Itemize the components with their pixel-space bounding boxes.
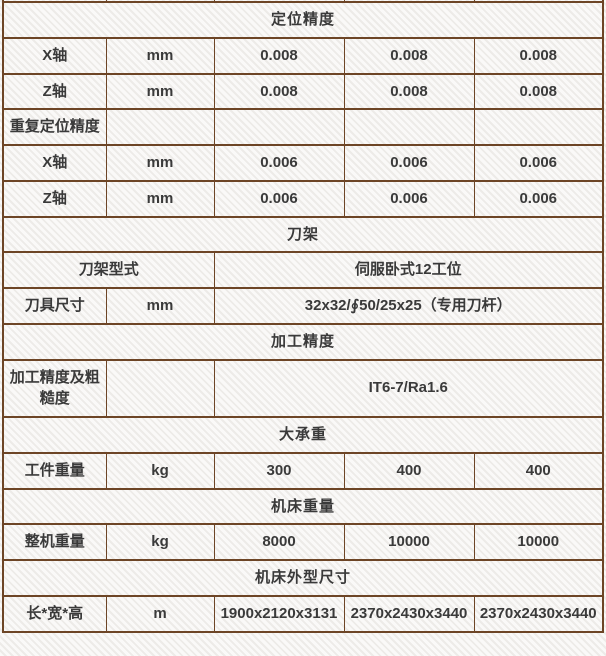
value-cell: 300 <box>213 451 345 490</box>
table-row: 刀架型式 伺服卧式12工位 <box>2 251 604 289</box>
param-cell: 刀具尺寸 <box>2 287 107 325</box>
param-cell: X轴 <box>2 36 107 75</box>
spec-table-body: 定位精度 X轴 mm 0.008 0.008 0.008 Z轴 mm 0.008 0.008 0.0… <box>2 0 604 633</box>
table-row: X轴 mm 0.006 0.006 0.006 <box>2 144 604 182</box>
param-cell: 整机重量 <box>2 523 107 561</box>
param-cell-merged: 刀架型式 <box>2 251 215 289</box>
value-cell: 0.006 <box>343 144 475 182</box>
section-row: 大承重 <box>2 416 604 454</box>
param-cell: Z轴 <box>2 72 107 111</box>
value-cell: 1900x2120x3131 <box>213 594 345 633</box>
section-header-cell: 大承重 <box>2 416 604 454</box>
value-cell-merged: IT6-7/Ra1.6 <box>213 358 604 418</box>
value-cell: 8000 <box>213 523 345 561</box>
value-cell: 2370x2430x3440 <box>343 594 475 633</box>
section-header-cell: 机床重量 <box>2 487 604 526</box>
unit-cell <box>105 358 215 418</box>
empty-cell <box>213 108 345 146</box>
section-header-cell: 刀架 <box>2 215 604 254</box>
section-header-cell: 定位精度 <box>2 1 604 39</box>
param-cell: 加工精度及粗糙度 <box>2 358 107 418</box>
unit-cell: mm <box>105 72 215 111</box>
param-cell: Z轴 <box>2 179 107 218</box>
value-cell: 400 <box>343 451 475 490</box>
value-cell: 0.008 <box>473 36 604 75</box>
empty-cell <box>343 108 475 146</box>
param-cell: 长*宽*高 <box>2 594 107 633</box>
table-row: 加工精度及粗糙度 IT6-7/Ra1.6 <box>2 358 604 418</box>
table-row: Z轴 mm 0.006 0.006 0.006 <box>2 179 604 218</box>
value-cell: 2370x2430x3440 <box>473 594 604 633</box>
table-row: 整机重量 kg 8000 10000 10000 <box>2 523 604 561</box>
section-row: 机床重量 <box>2 487 604 526</box>
section-row: 加工精度 <box>2 322 604 361</box>
value-cell: 0.008 <box>213 36 345 75</box>
value-cell: 0.006 <box>213 144 345 182</box>
unit-cell: mm <box>105 179 215 218</box>
value-cell: 0.006 <box>473 179 604 218</box>
param-cell: X轴 <box>2 144 107 182</box>
value-cell: 0.008 <box>343 72 475 111</box>
value-cell: 0.008 <box>473 72 604 111</box>
section-row: 刀架 <box>2 215 604 254</box>
value-cell: 0.006 <box>213 179 345 218</box>
value-cell: 0.006 <box>343 179 475 218</box>
spec-table: 定位精度 X轴 mm 0.008 0.008 0.008 Z轴 mm 0.008 0.008 0.0… <box>2 0 604 633</box>
value-cell: 0.008 <box>213 72 345 111</box>
unit-cell: kg <box>105 523 215 561</box>
unit-cell: mm <box>105 36 215 75</box>
unit-cell: mm <box>105 144 215 182</box>
table-row: Z轴 mm 0.008 0.008 0.008 <box>2 72 604 111</box>
param-cell: 工件重量 <box>2 451 107 490</box>
empty-cell <box>473 108 604 146</box>
table-row: 工件重量 kg 300 400 400 <box>2 451 604 490</box>
unit-cell: m <box>105 594 215 633</box>
section-header-cell: 加工精度 <box>2 322 604 361</box>
empty-cell <box>105 108 215 146</box>
value-cell: 10000 <box>473 523 604 561</box>
section-header-cell: 机床外型尺寸 <box>2 559 604 597</box>
unit-cell: kg <box>105 451 215 490</box>
value-cell: 0.006 <box>473 144 604 182</box>
subsection-label-cell: 重复定位精度 <box>2 108 107 146</box>
value-cell-merged: 伺服卧式12工位 <box>213 251 604 289</box>
table-row: 长*宽*高 m 1900x2120x3131 2370x2430x3440 2370x2… <box>2 594 604 633</box>
table-row: X轴 mm 0.008 0.008 0.008 <box>2 36 604 75</box>
section-row: 机床外型尺寸 <box>2 559 604 597</box>
table-row: 刀具尺寸 mm 32x32/∮50/25x25（专用刀杆） <box>2 287 604 325</box>
value-cell: 0.008 <box>343 36 475 75</box>
value-cell-merged: 32x32/∮50/25x25（专用刀杆） <box>213 287 604 325</box>
table-row: 重复定位精度 <box>2 108 604 146</box>
unit-cell: mm <box>105 287 215 325</box>
value-cell: 400 <box>473 451 604 490</box>
value-cell: 10000 <box>343 523 475 561</box>
section-row: 定位精度 <box>2 1 604 39</box>
